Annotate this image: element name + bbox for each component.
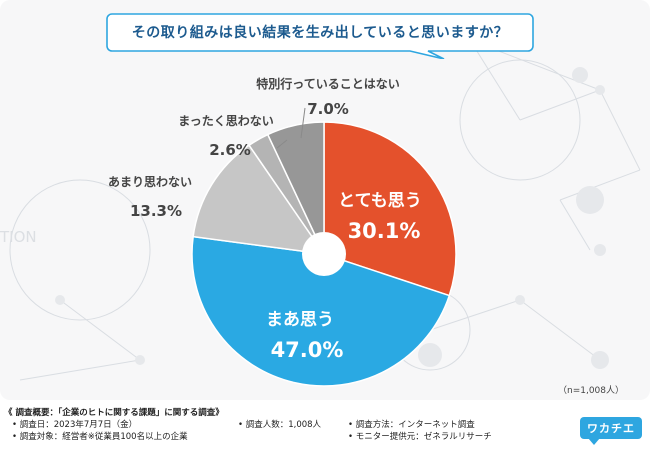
leader-line-nothing-special [300, 107, 306, 139]
pie-center-hole [302, 232, 346, 276]
question-title: その取り組みは良い結果を生み出していると思いますか？ [131, 25, 509, 41]
survey-date: • 調査日：2023年7月7日（金） [12, 420, 138, 430]
pie-slice-nothing-special [266, 121, 325, 255]
pie-slice-not-really [192, 144, 326, 255]
slice-percent-somewhat: 47.0% [271, 338, 344, 362]
slice-label-somewhat: まあ思う [266, 310, 334, 330]
pie-chart: とても思う 30.1% まあ思う 47.0% あまり思わない 13.3% まったく思わない 2… [108, 76, 457, 387]
slice-label-nothing-special: 特別行っていることはない [256, 76, 399, 91]
survey-provider: • モニター提供元：ゼネラルリサーチ [348, 432, 492, 442]
pie-slice-very-much [323, 121, 457, 297]
survey-count: • 調査人数：1,008人 [238, 420, 322, 430]
wakachie-logo: ワカチエ [580, 417, 642, 445]
question-bubble [106, 13, 534, 59]
survey-title: 《 調査概要：「企業のヒトに関する課題」に関する調査》 [4, 408, 224, 418]
slice-percent-not-at-all: 2.6% [209, 141, 251, 159]
watermark-text: TION [0, 228, 37, 246]
survey-target: • 調査対象：経営者※従業員100名以上の企業 [12, 432, 188, 442]
leader-line-not-at-all [276, 139, 288, 149]
slice-label-not-really: あまり思わない [108, 175, 192, 189]
slice-percent-very-much: 30.1% [348, 219, 421, 243]
slice-label-very-much: とても思う [338, 191, 422, 211]
slice-percent-nothing-special: 7.0% [307, 100, 349, 118]
pie-slice-somewhat [191, 235, 451, 387]
sample-size: （n=1,008人） [557, 386, 624, 396]
background-network-decoration: TION [0, 39, 641, 381]
survey-method: • 調査方法：インターネット調査 [348, 420, 475, 430]
slice-percent-not-really: 13.3% [130, 202, 182, 220]
slice-label-not-at-all: まったく思わない [178, 114, 274, 128]
survey-footer: 《 調査概要：「企業のヒトに関する課題」に関する調査》 • 調査日：2023年7… [4, 407, 564, 443]
